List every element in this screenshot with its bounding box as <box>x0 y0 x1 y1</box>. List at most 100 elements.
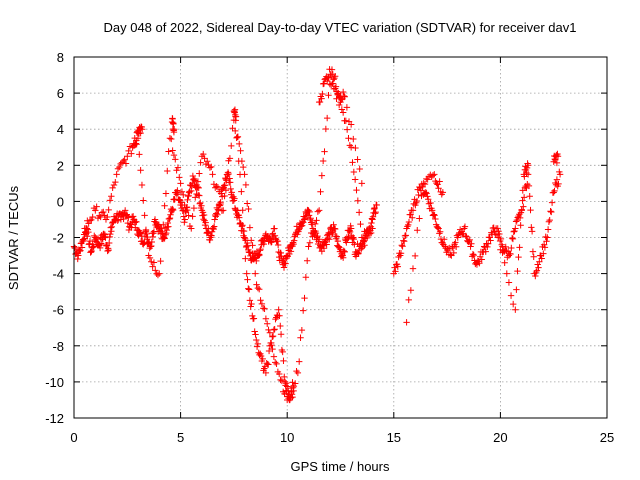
data-point <box>448 244 456 252</box>
data-point <box>210 223 218 230</box>
data-point <box>232 127 239 135</box>
data-point <box>246 297 254 304</box>
data-point <box>106 197 114 204</box>
x-tick-label: 15 <box>387 430 401 445</box>
data-point <box>199 212 206 219</box>
data-point <box>358 234 366 241</box>
data-point <box>208 163 215 171</box>
data-point <box>526 193 533 200</box>
data-point <box>339 88 347 96</box>
data-point <box>271 225 278 232</box>
chart-title: Day 048 of 2022, Sidereal Day-to-day VTE… <box>103 20 576 35</box>
data-point <box>405 296 412 304</box>
data-point <box>236 140 243 148</box>
data-point <box>78 244 86 251</box>
data-point <box>555 180 562 188</box>
data-point <box>241 234 248 241</box>
data-point <box>197 159 204 166</box>
data-point <box>404 223 411 230</box>
data-point <box>502 243 509 251</box>
data-point <box>221 181 229 189</box>
data-point <box>302 274 310 281</box>
data-point <box>366 226 374 234</box>
data-point <box>244 200 251 207</box>
data-point <box>246 249 254 256</box>
data-point <box>462 232 469 240</box>
data-point <box>204 229 211 236</box>
data-point <box>265 361 272 368</box>
data-point <box>92 207 99 214</box>
data-point <box>548 208 555 216</box>
data-point <box>127 221 135 228</box>
data-point <box>404 221 412 229</box>
y-tick-label: 0 <box>57 194 64 209</box>
data-point <box>347 225 355 232</box>
data-point <box>297 223 305 230</box>
data-point <box>508 234 516 242</box>
data-point <box>84 233 91 240</box>
data-point <box>287 248 295 255</box>
data-point <box>534 261 541 268</box>
data-point <box>313 217 320 224</box>
data-point <box>261 305 268 312</box>
data-point <box>229 125 236 132</box>
data-point <box>105 206 112 214</box>
data-point <box>265 347 273 355</box>
data-point <box>354 250 362 258</box>
data-point <box>152 267 159 274</box>
data-point <box>144 240 151 247</box>
data-point <box>97 240 105 247</box>
data-point <box>100 208 107 216</box>
data-point <box>86 217 94 224</box>
data-point <box>188 225 195 232</box>
data-point <box>532 272 539 280</box>
data-point <box>124 153 131 160</box>
data-point <box>330 221 337 228</box>
data-point <box>236 214 243 221</box>
data-point <box>161 202 168 209</box>
data-point <box>424 176 431 183</box>
data-point <box>408 214 416 221</box>
data-point <box>191 177 199 184</box>
data-point <box>350 168 358 176</box>
data-point <box>220 207 227 214</box>
data-point <box>148 242 155 250</box>
data-point <box>407 211 414 218</box>
data-point <box>270 353 278 360</box>
data-point <box>512 225 519 232</box>
data-point <box>171 126 178 133</box>
data-point <box>243 270 250 277</box>
data-point <box>137 167 144 174</box>
data-point <box>484 243 491 251</box>
data-point <box>222 187 230 194</box>
data-point <box>255 252 262 259</box>
data-point <box>252 331 259 338</box>
data-point <box>282 260 289 267</box>
y-tick-label: -2 <box>52 231 64 246</box>
data-point <box>349 235 356 242</box>
data-point <box>157 257 164 265</box>
data-point <box>180 191 187 199</box>
data-point <box>316 98 324 106</box>
data-point <box>246 224 254 231</box>
data-point <box>547 208 554 215</box>
data-point <box>132 140 140 147</box>
data-point <box>347 144 355 151</box>
data-point <box>165 223 172 230</box>
data-point <box>403 319 410 326</box>
data-point <box>128 150 135 157</box>
data-point <box>181 201 188 209</box>
x-tick-label: 5 <box>177 430 184 445</box>
data-point <box>108 228 115 235</box>
data-point <box>345 135 352 142</box>
data-point <box>319 157 327 165</box>
data-point <box>254 284 262 292</box>
data-point <box>295 226 303 233</box>
data-point <box>407 287 415 294</box>
data-point <box>233 134 240 142</box>
data-point <box>422 189 429 196</box>
data-point <box>373 201 380 209</box>
data-point <box>544 234 551 241</box>
data-point <box>338 106 346 113</box>
data-point <box>169 206 177 214</box>
